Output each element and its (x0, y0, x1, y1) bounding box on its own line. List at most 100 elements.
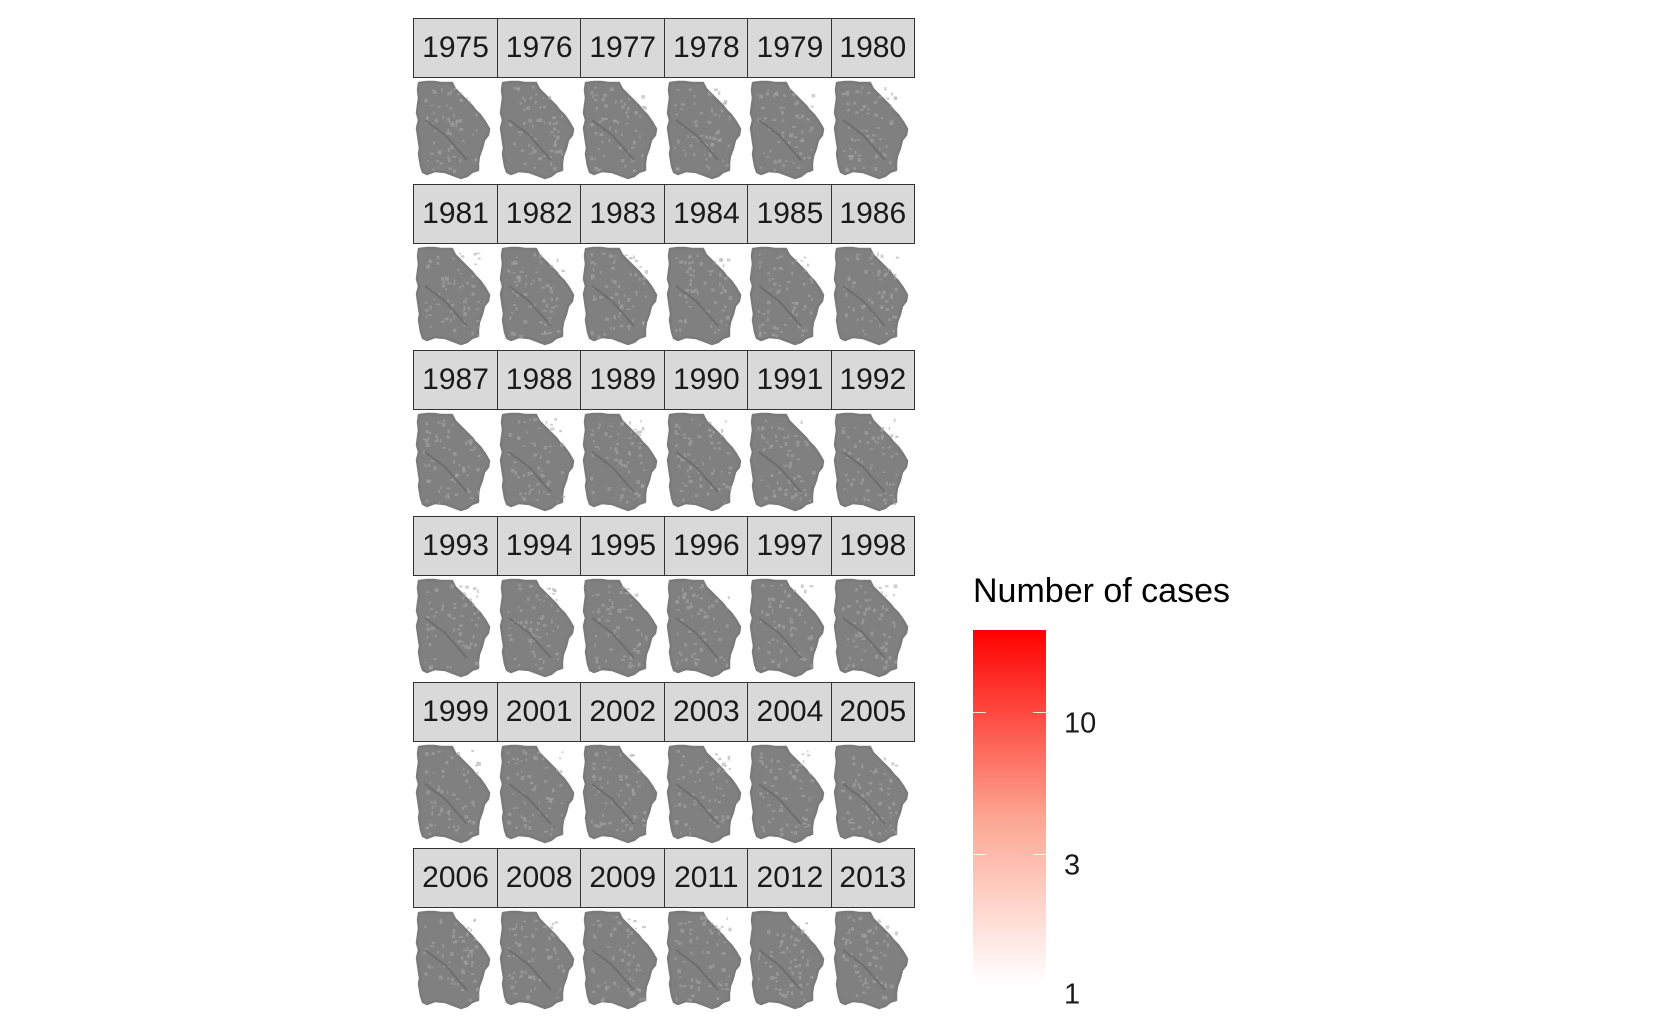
facet-strip-label: 2012 (747, 848, 833, 908)
county-map (833, 412, 909, 512)
county-map (415, 910, 491, 1010)
facet-row: 1981 1982 1983 1984 1985 1986 (413, 184, 915, 350)
facet-strip-label: 2009 (580, 848, 666, 908)
facet-strip-label: 1996 (663, 516, 749, 576)
county-map (666, 412, 742, 512)
facet-panel: 1979 (747, 18, 833, 184)
county-map (499, 744, 574, 844)
legend-tick-mark (1033, 853, 1046, 856)
facet-panel: 1989 (580, 350, 666, 516)
facet-panel: 1987 (413, 350, 499, 516)
legend-tick-label: 10 (1064, 707, 1097, 740)
facet-strip-label: 1994 (496, 516, 582, 576)
facet-strip-label: 2003 (663, 682, 749, 742)
facet-panel: 1982 (496, 184, 582, 350)
county-map (415, 412, 491, 512)
facet-strip-label: 1978 (663, 18, 749, 78)
county-map (415, 80, 491, 180)
facet-strip-label: 1982 (496, 184, 582, 244)
facet-panel: 1975 (413, 18, 499, 184)
facet-panel: 1996 (663, 516, 749, 682)
county-map (499, 412, 574, 512)
facet-panel: 2001 (496, 682, 582, 848)
facet-panel: 1980 (830, 18, 915, 184)
facet-strip-label: 1986 (830, 184, 915, 244)
county-map (833, 744, 909, 844)
facet-strip-label: 1999 (413, 682, 499, 742)
facet-panel: 1999 (413, 682, 499, 848)
legend: Number of cases 1 3 10 (973, 572, 1333, 1012)
county-map (666, 246, 742, 346)
facet-strip-label: 1983 (580, 184, 666, 244)
county-map (582, 412, 658, 512)
facet-panel: 1988 (496, 350, 582, 516)
facet-strip-label: 1988 (496, 350, 582, 410)
facet-panel: 2002 (580, 682, 666, 848)
facet-panel: 2004 (747, 682, 833, 848)
county-map (833, 246, 909, 346)
legend-tick-label: 1 (1064, 978, 1081, 1011)
county-map (582, 246, 658, 346)
facet-panel: 1990 (663, 350, 749, 516)
legend-title: Number of cases (973, 572, 1230, 610)
facet-panel: 1976 (496, 18, 582, 184)
county-map (750, 80, 825, 180)
facet-strip-label: 1998 (830, 516, 915, 576)
facet-strip-label: 1990 (663, 350, 749, 410)
facet-strip-label: 1993 (413, 516, 499, 576)
facet-panel: 2006 (413, 848, 499, 1014)
legend-tick-mark (1033, 711, 1046, 714)
facet-row: 1987 1988 1989 1990 1991 1992 (413, 350, 915, 516)
facet-panel: 1981 (413, 184, 499, 350)
facet-panel: 1995 (580, 516, 666, 682)
county-map (499, 910, 574, 1010)
facet-strip-label: 1995 (580, 516, 666, 576)
facet-strip-label: 1989 (580, 350, 666, 410)
facet-panel: 2011 (663, 848, 749, 1014)
facet-strip-label: 2011 (663, 848, 749, 908)
facet-panel: 1978 (663, 18, 749, 184)
county-map (833, 80, 909, 180)
facet-panel: 1993 (413, 516, 499, 682)
legend-tick-label: 3 (1064, 849, 1081, 882)
facet-strip-label: 1984 (663, 184, 749, 244)
facet-strip-label: 1975 (413, 18, 499, 78)
facet-strip-label: 2013 (830, 848, 915, 908)
facet-row: 1999 2001 2002 2003 2004 2005 (413, 682, 915, 848)
legend-tick-mark (973, 853, 986, 856)
facet-panel: 1984 (663, 184, 749, 350)
county-map (833, 910, 909, 1010)
county-map (499, 246, 574, 346)
legend-tick-mark (973, 711, 986, 714)
facet-panel: 1985 (747, 184, 833, 350)
county-map (499, 80, 574, 180)
facet-strip-label: 2004 (747, 682, 833, 742)
county-map (582, 910, 658, 1010)
facet-panel: 2003 (663, 682, 749, 848)
facet-panel: 1994 (496, 516, 582, 682)
facet-strip-label: 2005 (830, 682, 915, 742)
county-map (499, 578, 574, 678)
facet-strip-label: 2008 (496, 848, 582, 908)
facet-strip-label: 1992 (830, 350, 915, 410)
facet-strip-label: 2001 (496, 682, 582, 742)
county-map (833, 578, 909, 678)
county-map (750, 246, 825, 346)
facet-strip-label: 1980 (830, 18, 915, 78)
facet-strip-label: 1987 (413, 350, 499, 410)
facet-panel: 2009 (580, 848, 666, 1014)
facet-panel: 2012 (747, 848, 833, 1014)
facet-strip-label: 1979 (747, 18, 833, 78)
county-map (582, 578, 658, 678)
county-map (750, 412, 825, 512)
facet-panel: 1983 (580, 184, 666, 350)
facet-strip-label: 1985 (747, 184, 833, 244)
facet-panel: 1991 (747, 350, 833, 516)
facet-row: 1975 1976 1977 1978 1979 1980 (413, 18, 915, 184)
county-map (750, 578, 825, 678)
facet-panel: 1997 (747, 516, 833, 682)
facet-strip-label: 1997 (747, 516, 833, 576)
facet-row: 1993 1994 1995 1996 1997 1998 (413, 516, 915, 682)
facet-grid: 1975 1976 1977 1978 1979 1980 1981 1982 1983 1984… (413, 18, 915, 1014)
facet-panel: 1992 (830, 350, 915, 516)
